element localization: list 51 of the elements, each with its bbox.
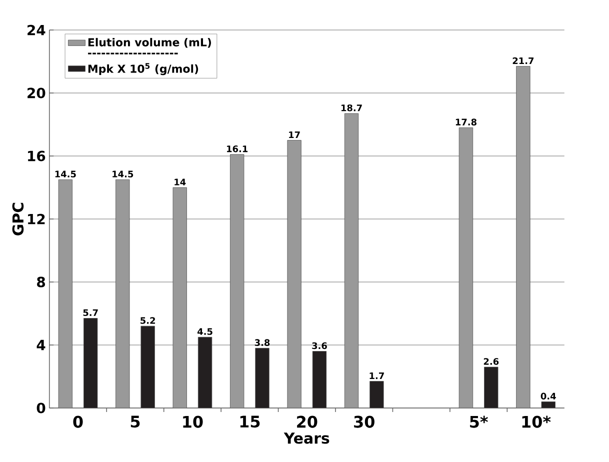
- data-label: 5.2: [140, 317, 155, 324]
- x-tick-label: 5: [130, 416, 140, 428]
- legend-label: Elution volume (mL): [88, 38, 211, 48]
- bar: [344, 113, 359, 408]
- y-tick-label: 8: [37, 276, 46, 288]
- data-label: 14.5: [55, 170, 76, 178]
- legend-label: Mpk X 10$^{5}$ (g/mol): [88, 63, 198, 76]
- bar: [287, 140, 302, 408]
- x-axis-title: Years: [284, 432, 330, 444]
- y-tick-label: 20: [28, 88, 46, 98]
- bar: [484, 366, 498, 408]
- x-tick-label: 0: [73, 416, 83, 428]
- bar: [458, 127, 474, 408]
- data-label: 5.7: [83, 309, 98, 316]
- bar: [198, 336, 212, 408]
- data-label: 14.5: [112, 170, 134, 178]
- bar: [370, 381, 384, 408]
- x-tick-label: 30: [354, 416, 374, 428]
- data-label: 14: [174, 178, 186, 186]
- bar: [116, 179, 130, 408]
- bar: [84, 318, 98, 408]
- bar: [140, 326, 155, 408]
- data-label: 17.8: [456, 118, 476, 126]
- x-tick-label: 10*: [522, 416, 551, 428]
- data-label: 0.4: [540, 392, 556, 400]
- data-label: 1.7: [370, 372, 384, 380]
- x-tick-label: 10: [183, 416, 203, 428]
- data-label: 17: [289, 132, 300, 138]
- data-label: 16.1: [227, 145, 248, 152]
- y-axis-title: GPC: [12, 202, 24, 236]
- data-label: 21.7: [512, 57, 534, 64]
- annotation: --------------------: [88, 52, 178, 54]
- bar: [230, 154, 244, 408]
- data-label: 3.6: [312, 342, 327, 350]
- y-tick-label: 12: [28, 214, 45, 224]
- y-tick-label: 16: [28, 150, 46, 162]
- y-tick-label: 4: [36, 340, 46, 350]
- data-label: 4.5: [197, 328, 212, 335]
- bar: [255, 348, 270, 408]
- data-label: 3.8: [254, 339, 270, 346]
- x-tick-label: 20: [297, 416, 318, 428]
- y-tick-label: 24: [28, 24, 46, 36]
- data-label: 2.6: [484, 358, 499, 365]
- bar: [312, 351, 327, 408]
- bar: [172, 187, 187, 408]
- bar: [516, 66, 530, 408]
- x-tick-label: 15: [240, 416, 260, 428]
- x-tick-label: 5*: [470, 416, 488, 428]
- y-tick-label: 0: [36, 402, 46, 414]
- bar: [58, 179, 72, 408]
- data-label: 18.7: [341, 104, 362, 112]
